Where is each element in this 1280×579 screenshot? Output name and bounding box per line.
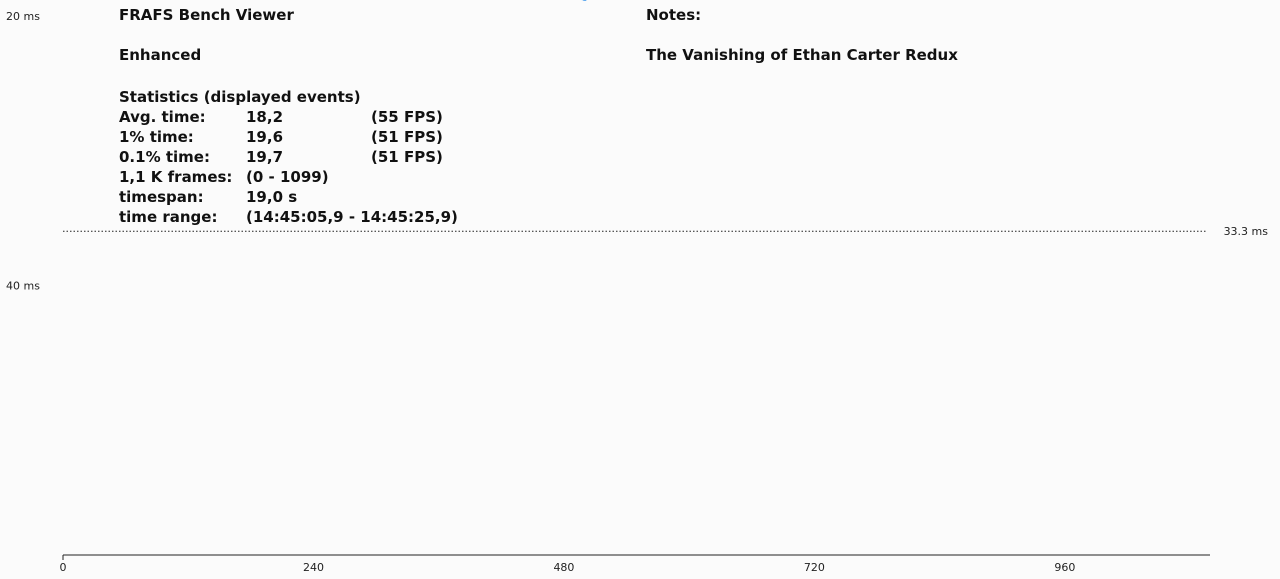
stats-label: 1% time: (119, 128, 194, 146)
mode-label: Enhanced (119, 46, 202, 64)
stats-value: 19,0 s (246, 188, 298, 206)
axes (62, 554, 1210, 560)
stats-row-avg: Avg. time: 18,2 (55 FPS) (119, 107, 443, 127)
stats-value: 19,7 (246, 148, 284, 166)
x-tick-label: 480 (553, 561, 574, 574)
notes-label: Notes: (646, 6, 702, 24)
statistics-panel: Statistics (displayed events) Avg. time:… (119, 87, 458, 227)
stats-row-frames: 1,1 K frames: (0 - 1099) (119, 167, 361, 187)
y-tick-label: 40 ms (6, 279, 40, 292)
stats-label: timespan: (119, 188, 204, 206)
stats-extra: (55 FPS) (371, 108, 443, 126)
stats-extra: (51 FPS) (371, 128, 443, 146)
stats-value: 18,2 (246, 108, 284, 126)
app-title: FRAFS Bench Viewer (119, 6, 294, 24)
stats-label: 0.1% time: (119, 148, 210, 166)
stats-label: time range: (119, 208, 218, 226)
y-tick-label: 20 ms (6, 10, 40, 23)
stats-value: (0 - 1099) (246, 168, 329, 186)
notes-value: The Vanishing of Ethan Carter Redux (646, 46, 958, 64)
reference-lines (63, 230, 1206, 232)
x-tick-label: 240 (303, 561, 324, 574)
stats-row-1pct: 1% time: 19,6 (51 FPS) (119, 127, 443, 147)
stats-label: 1,1 K frames: (119, 168, 233, 186)
reference-line-label: 33.3 ms (1224, 225, 1269, 238)
stats-value: 19,6 (246, 128, 284, 146)
x-tick-label: 720 (804, 561, 825, 574)
stats-row-01pct: 0.1% time: 19,7 (51 FPS) (119, 147, 443, 167)
stats-row-timespan: timespan: 19,0 s (119, 187, 361, 207)
stats-extra: (51 FPS) (371, 148, 443, 166)
stats-heading: Statistics (displayed events) (119, 88, 361, 106)
x-tick-label: 960 (1054, 561, 1075, 574)
frametime-points (581, 0, 587, 1)
stats-label: Avg. time: (119, 108, 206, 126)
stats-row-time-range: time range: (14:45:05,9 - 14:45:25,9) (119, 207, 458, 227)
x-tick-label: 0 (60, 561, 67, 574)
stats-value: (14:45:05,9 - 14:45:25,9) (246, 208, 458, 226)
